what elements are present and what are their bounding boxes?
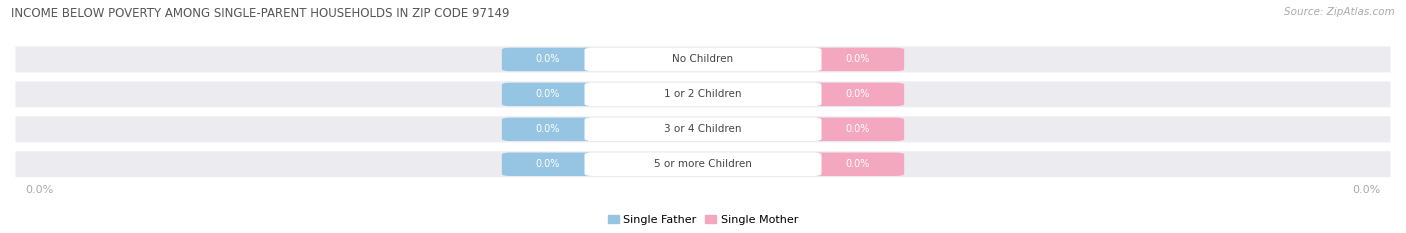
Text: No Children: No Children [672, 55, 734, 64]
FancyBboxPatch shape [811, 153, 904, 176]
Legend: Single Father, Single Mother: Single Father, Single Mother [603, 210, 803, 229]
Text: 0.0%: 0.0% [846, 89, 870, 99]
FancyBboxPatch shape [585, 83, 821, 106]
Text: 0.0%: 0.0% [536, 55, 560, 64]
FancyBboxPatch shape [502, 48, 595, 71]
FancyBboxPatch shape [585, 48, 821, 71]
FancyBboxPatch shape [14, 45, 1392, 74]
FancyBboxPatch shape [502, 118, 595, 141]
Text: 3 or 4 Children: 3 or 4 Children [664, 124, 742, 134]
FancyBboxPatch shape [14, 150, 1392, 179]
FancyBboxPatch shape [502, 153, 595, 176]
Text: 5 or more Children: 5 or more Children [654, 159, 752, 169]
FancyBboxPatch shape [14, 115, 1392, 144]
FancyBboxPatch shape [811, 118, 904, 141]
Text: 0.0%: 0.0% [536, 124, 560, 134]
FancyBboxPatch shape [502, 83, 595, 106]
Text: 0.0%: 0.0% [536, 89, 560, 99]
Text: 0.0%: 0.0% [846, 55, 870, 64]
Text: 0.0%: 0.0% [25, 185, 53, 195]
FancyBboxPatch shape [585, 153, 821, 176]
Text: 1 or 2 Children: 1 or 2 Children [664, 89, 742, 99]
FancyBboxPatch shape [585, 118, 821, 141]
FancyBboxPatch shape [811, 48, 904, 71]
Text: 0.0%: 0.0% [846, 124, 870, 134]
FancyBboxPatch shape [811, 83, 904, 106]
Text: 0.0%: 0.0% [1353, 185, 1381, 195]
Text: 0.0%: 0.0% [846, 159, 870, 169]
Text: INCOME BELOW POVERTY AMONG SINGLE-PARENT HOUSEHOLDS IN ZIP CODE 97149: INCOME BELOW POVERTY AMONG SINGLE-PARENT… [11, 7, 510, 20]
Text: 0.0%: 0.0% [536, 159, 560, 169]
FancyBboxPatch shape [14, 80, 1392, 109]
Text: Source: ZipAtlas.com: Source: ZipAtlas.com [1284, 7, 1395, 17]
